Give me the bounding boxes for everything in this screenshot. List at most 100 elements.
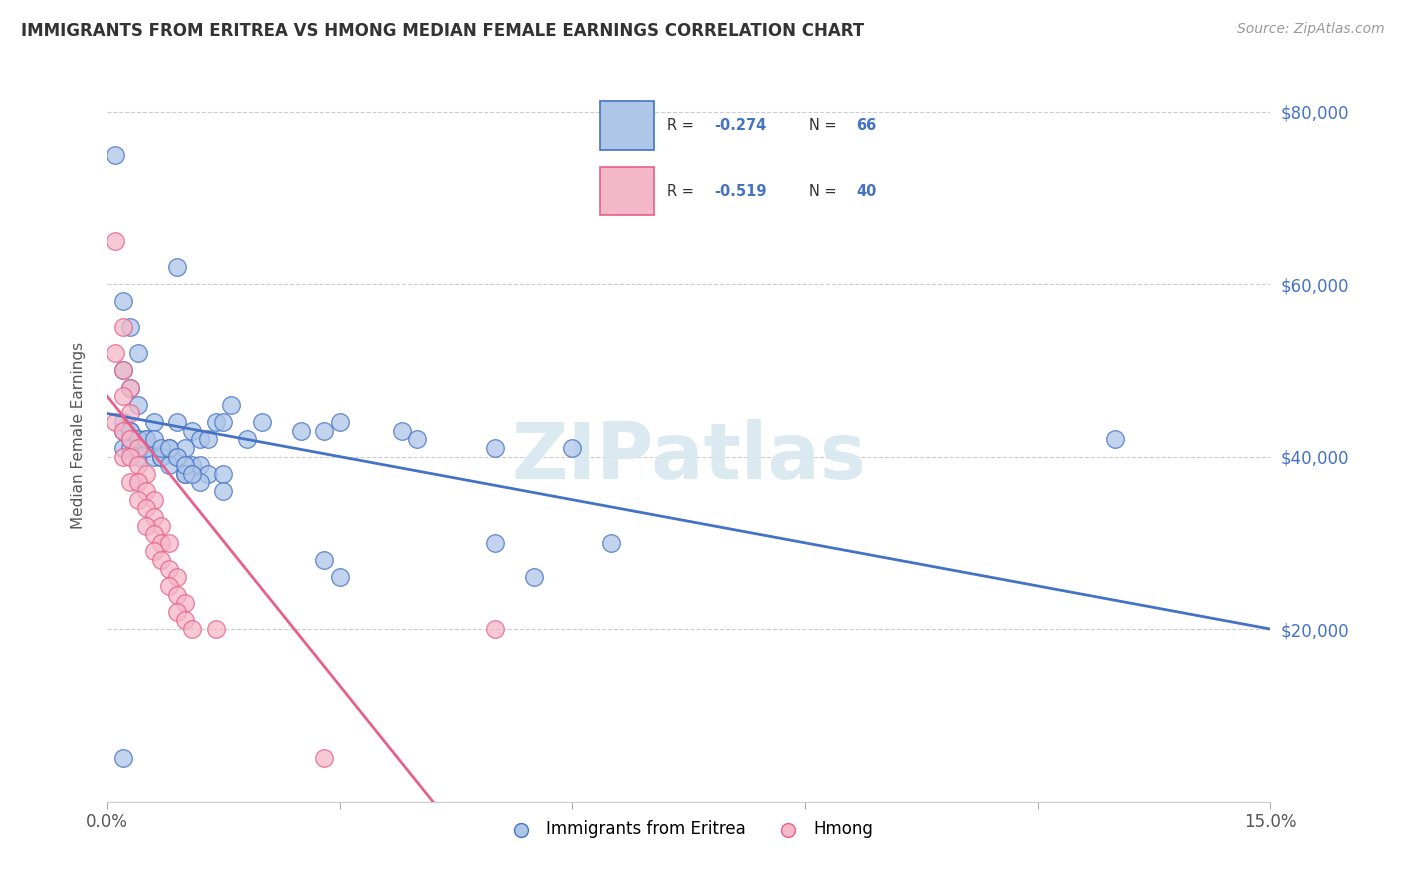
Point <box>157 562 180 576</box>
Point <box>212 467 235 481</box>
Point <box>290 424 312 438</box>
Point <box>173 614 195 628</box>
Point <box>166 588 188 602</box>
Point <box>204 622 226 636</box>
Point <box>111 450 134 464</box>
Point <box>142 527 165 541</box>
Point <box>166 605 188 619</box>
Point <box>135 433 157 447</box>
Point <box>104 346 127 360</box>
Point <box>104 147 127 161</box>
Point <box>197 433 219 447</box>
Point <box>212 484 235 499</box>
Point <box>127 398 149 412</box>
Point <box>181 424 204 438</box>
Point <box>111 441 134 455</box>
Point <box>181 467 204 481</box>
Point <box>391 424 413 438</box>
Point <box>104 415 127 429</box>
Point <box>127 475 149 490</box>
Point <box>314 751 336 765</box>
Point <box>157 458 180 473</box>
Point <box>127 458 149 473</box>
Point <box>127 346 149 360</box>
Point <box>135 484 157 499</box>
Point <box>173 458 195 473</box>
Point <box>600 536 623 550</box>
Point <box>484 622 506 636</box>
Point <box>484 441 506 455</box>
Point <box>120 381 142 395</box>
Point <box>120 433 142 447</box>
Point <box>188 458 211 473</box>
Text: Source: ZipAtlas.com: Source: ZipAtlas.com <box>1237 22 1385 37</box>
Point <box>150 450 173 464</box>
Point <box>142 433 165 447</box>
Point <box>120 441 142 455</box>
Point <box>235 433 257 447</box>
Point <box>142 544 165 558</box>
Point <box>219 398 242 412</box>
Point <box>111 320 134 334</box>
Point <box>120 381 142 395</box>
Point <box>157 536 180 550</box>
Point <box>111 363 134 377</box>
Point <box>150 536 173 550</box>
Text: IMMIGRANTS FROM ERITREA VS HMONG MEDIAN FEMALE EARNINGS CORRELATION CHART: IMMIGRANTS FROM ERITREA VS HMONG MEDIAN … <box>21 22 865 40</box>
Point <box>111 415 134 429</box>
Point <box>135 467 157 481</box>
Point <box>173 467 195 481</box>
Point <box>166 415 188 429</box>
Point <box>157 441 180 455</box>
Point <box>111 389 134 403</box>
Point <box>150 518 173 533</box>
Point <box>135 433 157 447</box>
Point <box>181 458 204 473</box>
Point <box>142 492 165 507</box>
Point <box>329 570 352 584</box>
Point <box>127 433 149 447</box>
Point <box>111 424 134 438</box>
Point <box>120 475 142 490</box>
Point <box>142 450 165 464</box>
Point <box>166 450 188 464</box>
Point <box>250 415 273 429</box>
Point <box>135 518 157 533</box>
Point <box>120 320 142 334</box>
Point <box>104 234 127 248</box>
Point <box>111 424 134 438</box>
Point <box>157 441 180 455</box>
Point <box>127 450 149 464</box>
Point <box>173 596 195 610</box>
Legend: Immigrants from Eritrea, Hmong: Immigrants from Eritrea, Hmong <box>498 814 879 845</box>
Point <box>166 260 188 274</box>
Point <box>484 536 506 550</box>
Point <box>406 433 429 447</box>
Point <box>188 433 211 447</box>
Point <box>188 475 211 490</box>
Point <box>142 415 165 429</box>
Point <box>181 622 204 636</box>
Point <box>135 441 157 455</box>
Point <box>127 441 149 455</box>
Point <box>150 553 173 567</box>
Y-axis label: Median Female Earnings: Median Female Earnings <box>72 342 86 529</box>
Point <box>561 441 583 455</box>
Point <box>120 450 142 464</box>
Point <box>523 570 546 584</box>
Point <box>166 570 188 584</box>
Point <box>1104 433 1126 447</box>
Point <box>127 492 149 507</box>
Point <box>204 415 226 429</box>
Point <box>173 441 195 455</box>
Point <box>120 424 142 438</box>
Point <box>111 294 134 309</box>
Point <box>157 579 180 593</box>
Point <box>314 553 336 567</box>
Point <box>173 467 195 481</box>
Point <box>111 363 134 377</box>
Point <box>314 424 336 438</box>
Point <box>212 415 235 429</box>
Point <box>111 751 134 765</box>
Point <box>135 501 157 516</box>
